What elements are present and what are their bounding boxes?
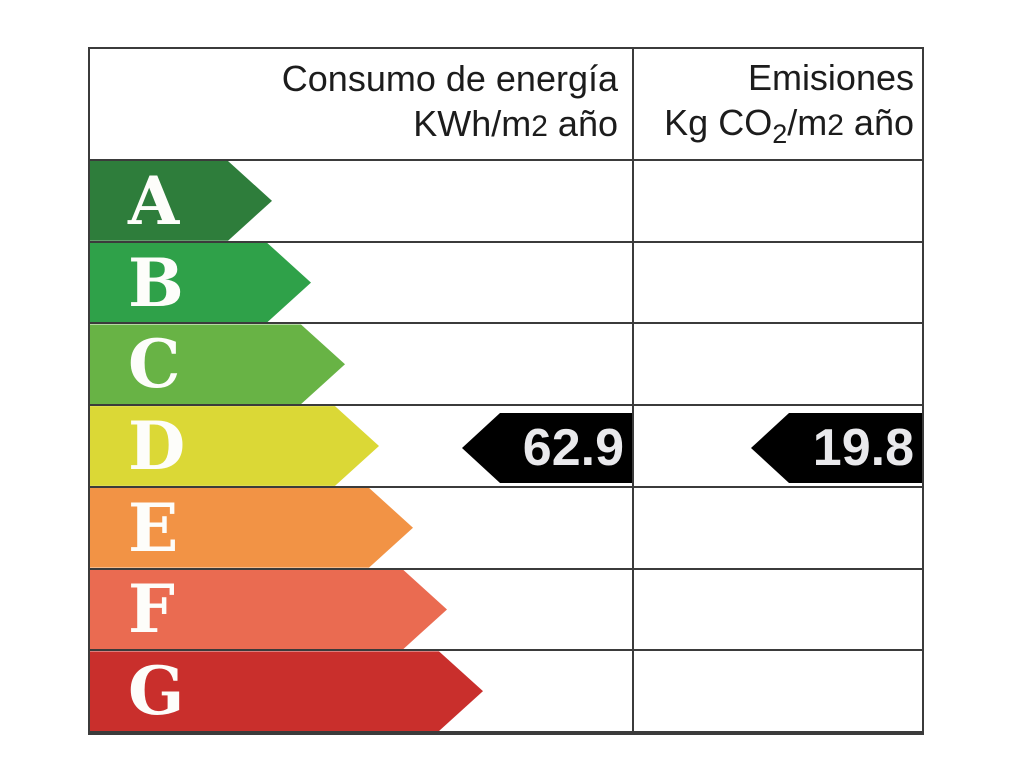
rating-arrow: E bbox=[90, 488, 413, 568]
rating-arrow: A bbox=[90, 161, 272, 241]
rating-letter-c: C bbox=[128, 325, 181, 404]
emissions-cell-b bbox=[634, 243, 922, 323]
table-header-row: Consumo de energía KWh/m2 año Emisiones … bbox=[90, 49, 922, 161]
rating-row-g: G bbox=[90, 651, 922, 734]
emissions-cell-e bbox=[634, 488, 922, 568]
emissions-header-line2: Kg CO2/m2 año bbox=[664, 102, 914, 149]
rating-arrow: B bbox=[90, 243, 311, 323]
emissions-cell-f bbox=[634, 570, 922, 650]
rating-letter-b: B bbox=[128, 243, 184, 322]
rating-letter-d: D bbox=[128, 407, 186, 486]
rating-table: Consumo de energía KWh/m2 año Emisiones … bbox=[88, 47, 924, 735]
rating-row-d: D bbox=[90, 406, 922, 488]
emissions-column-header: Emisiones Kg CO2/m2 año bbox=[634, 49, 922, 159]
emissions-cell-c bbox=[634, 324, 922, 404]
rating-row-b: B bbox=[90, 242, 922, 325]
energy-column-header: Consumo de energía KWh/m2 año bbox=[90, 49, 634, 159]
rating-letter-f: F bbox=[128, 570, 175, 649]
emissions-cell-a bbox=[634, 161, 922, 241]
energy-header-line2: KWh/m2 año bbox=[413, 103, 618, 144]
emissions-header-line1: Emisiones bbox=[747, 57, 914, 98]
energy-value: 62.9 bbox=[522, 419, 624, 477]
emissions-value-arrow: 19.8 bbox=[751, 413, 922, 483]
emissions-value: 19.8 bbox=[812, 419, 914, 477]
rating-row-a: A bbox=[90, 161, 922, 243]
rating-arrow: G bbox=[90, 651, 483, 731]
rating-letter-g: G bbox=[128, 652, 185, 731]
rating-arrow: C bbox=[90, 324, 345, 404]
rating-arrow: D bbox=[90, 406, 379, 486]
rating-letter-a: A bbox=[128, 161, 180, 240]
rating-row-c: C bbox=[90, 324, 922, 407]
energy-header-line1: Consumo de energía bbox=[281, 58, 618, 99]
rating-row-f: F bbox=[90, 569, 922, 652]
rating-row-e: E bbox=[90, 487, 922, 570]
rating-arrow: F bbox=[90, 570, 447, 650]
emissions-cell-g bbox=[634, 651, 922, 731]
energy-value-arrow: 62.9 bbox=[462, 413, 632, 483]
rating-letter-e: E bbox=[128, 488, 179, 567]
